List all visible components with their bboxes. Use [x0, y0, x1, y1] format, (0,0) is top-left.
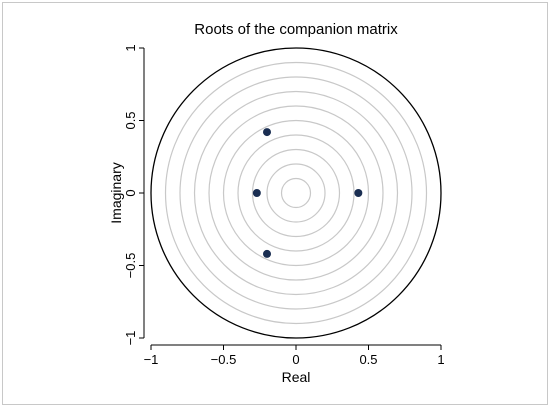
y-tick-label: 1: [123, 44, 138, 51]
y-axis-ticks: −1 −0.5 0 0.5 1: [123, 44, 144, 345]
axes: [143, 48, 441, 346]
root-point-1: [263, 128, 271, 137]
x-tick-label: −0.5: [211, 352, 237, 367]
reference-circle-2: [266, 163, 326, 223]
reference-circle-7: [193, 90, 399, 296]
reference-circle-1: [280, 177, 312, 209]
reference-circle-9: [164, 61, 428, 325]
y-tick-label: 0.5: [123, 111, 138, 129]
unit-circle: [150, 47, 442, 339]
reference-circles: [164, 61, 428, 325]
x-tick-label: 0: [292, 352, 299, 367]
x-tick-label: −1: [144, 352, 159, 367]
reference-circle-5: [222, 119, 370, 267]
y-tick-label: −1: [123, 331, 138, 346]
root-points: [252, 128, 363, 258]
y-axis-title: Imaginary: [108, 162, 124, 223]
root-point-2: [252, 189, 261, 197]
root-point-4: [263, 249, 271, 258]
reference-circle-4: [237, 134, 355, 252]
reference-circle-6: [208, 105, 384, 281]
chart-title: Roots of the companion matrix: [194, 21, 398, 38]
root-point-3: [354, 189, 363, 197]
reference-circle-8: [179, 76, 413, 310]
x-tick-label: 1: [437, 352, 444, 367]
x-axis-ticks: −1 −0.5 0 0.5 1: [144, 345, 445, 367]
x-axis-title: Real: [282, 369, 311, 385]
y-tick-label: −0.5: [123, 253, 138, 279]
reference-circle-3: [251, 148, 341, 238]
x-tick-label: 0.5: [359, 352, 377, 367]
y-tick-label: 0: [123, 189, 138, 196]
